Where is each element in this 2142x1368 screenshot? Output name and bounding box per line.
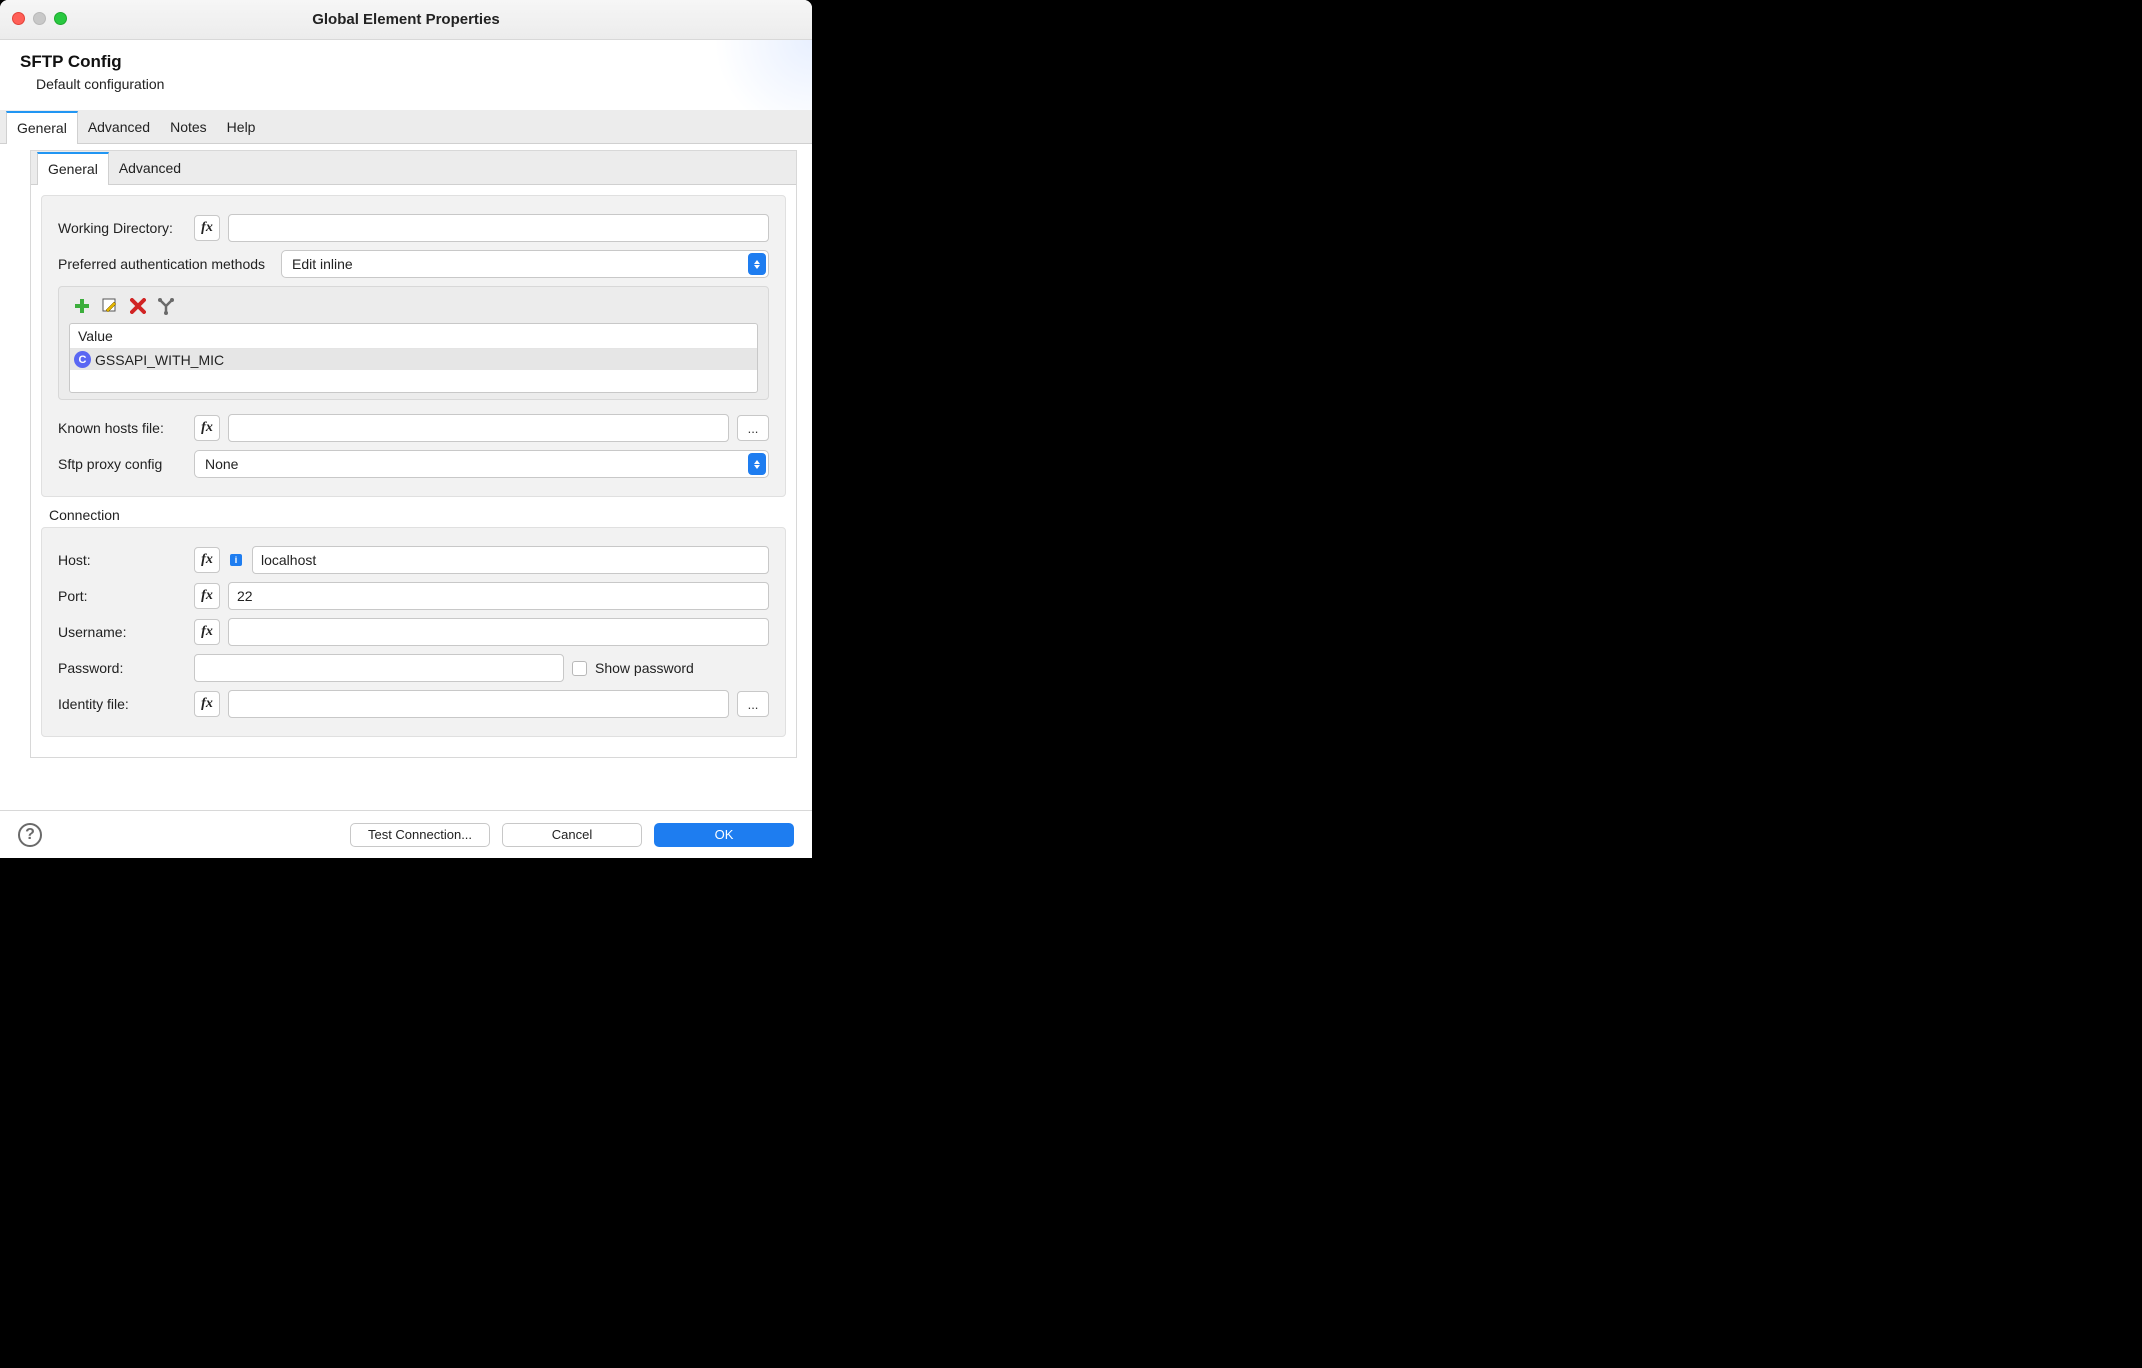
connection-section-label: Connection — [49, 507, 786, 523]
test-connection-button[interactable]: Test Connection... — [350, 823, 490, 847]
password-label: Password: — [58, 660, 186, 676]
row-identity: Identity file: fx ... — [58, 688, 769, 720]
ok-button[interactable]: OK — [654, 823, 794, 847]
row-password: Password: Show password — [58, 652, 769, 684]
known-hosts-input[interactable] — [228, 414, 729, 442]
proxy-label: Sftp proxy config — [58, 456, 186, 472]
row-proxy: Sftp proxy config None — [58, 448, 769, 480]
username-label: Username: — [58, 624, 186, 640]
general-group: Working Directory: fx Preferred authenti… — [41, 195, 786, 497]
config-title: SFTP Config — [20, 52, 792, 72]
dialog-footer: ? Test Connection... Cancel OK — [0, 810, 812, 858]
row-username: Username: fx — [58, 616, 769, 648]
outer-tab-body: General Advanced Working Directory: fx P… — [0, 144, 812, 768]
host-label: Host: — [58, 552, 186, 568]
pref-auth-label: Preferred authentication methods — [58, 256, 265, 272]
tab-help[interactable]: Help — [217, 110, 266, 143]
tab-general[interactable]: General — [6, 111, 78, 144]
inner-tab-body: Working Directory: fx Preferred authenti… — [31, 185, 796, 757]
close-icon[interactable] — [12, 12, 25, 25]
auth-value-text: GSSAPI_WITH_MIC — [95, 352, 224, 368]
edit-icon[interactable] — [101, 297, 119, 315]
fx-icon[interactable]: fx — [194, 691, 220, 717]
port-label: Port: — [58, 588, 186, 604]
cancel-button[interactable]: Cancel — [502, 823, 642, 847]
port-input[interactable] — [228, 582, 769, 610]
working-dir-label: Working Directory: — [58, 220, 186, 236]
identity-input[interactable] — [228, 690, 729, 718]
delete-icon[interactable] — [129, 297, 147, 315]
add-icon[interactable] — [73, 297, 91, 315]
pref-auth-select[interactable]: Edit inline — [281, 250, 769, 278]
type-badge-icon: C — [74, 351, 91, 368]
window-title: Global Element Properties — [0, 11, 812, 28]
auth-value-row[interactable]: C GSSAPI_WITH_MIC — [70, 349, 757, 370]
fx-icon[interactable]: fx — [194, 583, 220, 609]
fx-icon[interactable]: fx — [194, 215, 220, 241]
config-subtitle: Default configuration — [36, 76, 792, 92]
values-column-header: Value — [70, 324, 757, 349]
identity-label: Identity file: — [58, 696, 186, 712]
dialog-window: Global Element Properties SFTP Config De… — [0, 0, 812, 858]
chevron-updown-icon — [748, 253, 766, 275]
browse-button[interactable]: ... — [737, 415, 769, 441]
working-dir-input[interactable] — [228, 214, 769, 242]
fx-icon[interactable]: fx — [194, 415, 220, 441]
inner-tab-general[interactable]: General — [37, 152, 109, 185]
connection-group: Host: fx i Port: fx Username: fx — [41, 527, 786, 737]
inner-tabs: General Advanced — [31, 151, 796, 185]
tab-advanced[interactable]: Advanced — [78, 110, 160, 143]
info-icon[interactable]: i — [230, 554, 242, 566]
chevron-updown-icon — [748, 453, 766, 475]
tools-icon[interactable] — [157, 297, 175, 315]
maximize-icon[interactable] — [54, 12, 67, 25]
known-hosts-label: Known hosts file: — [58, 420, 186, 436]
minimize-icon[interactable] — [33, 12, 46, 25]
username-input[interactable] — [228, 618, 769, 646]
row-pref-auth: Preferred authentication methods Edit in… — [58, 248, 769, 280]
titlebar: Global Element Properties — [0, 0, 812, 40]
password-input[interactable] — [194, 654, 564, 682]
auth-values-panel: Value C GSSAPI_WITH_MIC — [58, 286, 769, 400]
show-password-label: Show password — [595, 660, 694, 676]
traffic-lights — [12, 12, 67, 25]
browse-button[interactable]: ... — [737, 691, 769, 717]
inner-tab-advanced[interactable]: Advanced — [109, 151, 191, 184]
row-known-hosts: Known hosts file: fx ... — [58, 412, 769, 444]
empty-row — [70, 370, 757, 392]
pref-auth-select-value: Edit inline — [281, 250, 769, 278]
fx-icon[interactable]: fx — [194, 547, 220, 573]
inner-panel: General Advanced Working Directory: fx P… — [30, 150, 797, 758]
row-port: Port: fx — [58, 580, 769, 612]
proxy-select-value: None — [194, 450, 769, 478]
values-toolbar — [69, 297, 758, 323]
auth-values-list: Value C GSSAPI_WITH_MIC — [69, 323, 758, 393]
help-icon[interactable]: ? — [18, 823, 42, 847]
outer-tabs: General Advanced Notes Help — [0, 110, 812, 144]
tab-notes[interactable]: Notes — [160, 110, 217, 143]
row-working-dir: Working Directory: fx — [58, 212, 769, 244]
host-input[interactable] — [252, 546, 769, 574]
row-host: Host: fx i — [58, 544, 769, 576]
show-password-checkbox[interactable] — [572, 661, 587, 676]
dialog-header: SFTP Config Default configuration — [0, 40, 812, 110]
proxy-select[interactable]: None — [194, 450, 769, 478]
fx-icon[interactable]: fx — [194, 619, 220, 645]
